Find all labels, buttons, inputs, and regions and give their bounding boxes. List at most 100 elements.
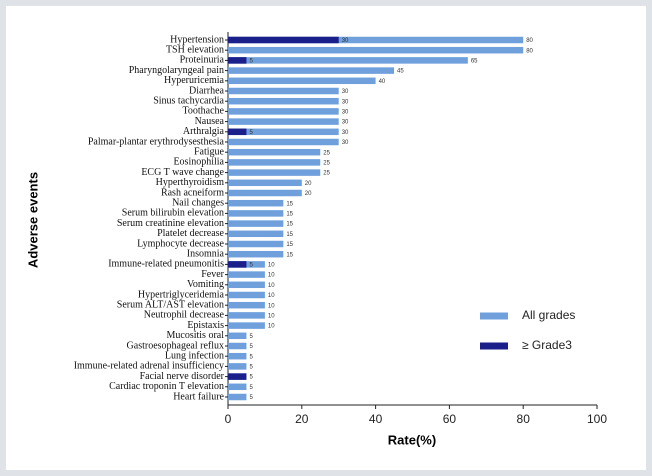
- value-label: 30: [342, 140, 349, 146]
- bar: [228, 46, 524, 54]
- legend-label: All grades: [522, 308, 575, 322]
- bar: [228, 189, 302, 197]
- bar: [228, 312, 265, 319]
- value-label: 5: [249, 58, 253, 64]
- y-tick-label: Epistaxis: [187, 320, 224, 331]
- value-label: 30: [342, 109, 349, 115]
- bar: [228, 179, 302, 187]
- chart-background: [6, 6, 646, 470]
- value-label: 15: [286, 252, 293, 258]
- x-tick-label: 20: [295, 412, 309, 426]
- bar: [228, 57, 247, 64]
- value-label: 80: [526, 48, 533, 54]
- bar: [228, 342, 247, 350]
- bar: [228, 261, 247, 268]
- bar: [228, 108, 339, 115]
- y-tick-label: TSH elevation: [166, 44, 224, 55]
- legend-label: ≥ Grade3: [522, 338, 572, 352]
- y-tick-label: Proteinuria: [180, 55, 225, 66]
- value-label: 20: [305, 181, 312, 187]
- bar: [228, 118, 339, 125]
- y-tick-label: Hyperuricemia: [164, 75, 225, 86]
- value-label: 25: [323, 160, 330, 166]
- y-tick-label: Vomiting: [187, 279, 224, 290]
- bar: [228, 352, 247, 360]
- bar: [228, 291, 265, 299]
- y-tick-label: Hypertriglyceridemia: [138, 289, 225, 300]
- y-tick-label: Cardiac troponin T elevation: [109, 381, 224, 392]
- y-tick-label: Arthralgia: [183, 126, 225, 137]
- value-label: 10: [268, 313, 275, 319]
- y-tick-label: Hypertension: [170, 34, 224, 45]
- y-tick-label: Facial nerve disorder: [140, 371, 225, 382]
- x-axis-label: Rate(%): [388, 432, 436, 447]
- bar: [228, 322, 265, 329]
- value-label: 15: [286, 211, 293, 217]
- bar: [228, 57, 468, 64]
- bar: [228, 271, 265, 278]
- value-label: 30: [342, 38, 349, 44]
- y-tick-label: Palmar-plantar erythrodysesthesia: [88, 136, 225, 147]
- y-tick-label: Nausea: [195, 116, 225, 127]
- y-tick-label: Serum ALT/AST elevation: [117, 299, 224, 310]
- legend-swatch: [480, 342, 508, 350]
- value-label: 15: [286, 232, 293, 238]
- value-label: 30: [342, 99, 349, 105]
- value-label: 30: [342, 120, 349, 126]
- y-tick-label: Fever: [201, 269, 224, 280]
- value-label: 65: [471, 58, 478, 64]
- bar: [228, 210, 284, 217]
- y-tick-label: Hyperthyroidism: [156, 177, 225, 188]
- value-label: 5: [249, 262, 253, 268]
- y-tick-label: Lung infection: [165, 350, 224, 361]
- value-label: 5: [249, 364, 253, 370]
- y-tick-label: Fatigue: [194, 146, 225, 157]
- y-tick-label: Eosinophilia: [173, 157, 224, 168]
- bar: [228, 332, 247, 340]
- bar: [228, 220, 284, 227]
- bar: [228, 97, 339, 105]
- x-tick-label: 80: [517, 412, 531, 426]
- bar: [228, 159, 321, 166]
- value-label: 5: [249, 395, 253, 401]
- bar: [228, 87, 339, 95]
- value-label: 5: [249, 354, 253, 360]
- legend-swatch: [480, 312, 508, 320]
- value-label: 30: [342, 89, 349, 95]
- y-tick-label: Toothache: [182, 106, 224, 117]
- y-tick-label: Gastroesophageal reflux: [127, 340, 224, 351]
- y-tick-label: Lymphocyte decrease: [137, 238, 224, 249]
- bar: [228, 373, 247, 380]
- bar: [228, 77, 376, 85]
- y-tick-label: Immune-related adrenal insufficiency: [74, 361, 224, 372]
- y-tick-label: Diarrhea: [189, 85, 225, 96]
- y-tick-label: ECG T wave change: [141, 167, 224, 178]
- value-label: 5: [249, 130, 253, 136]
- value-label: 15: [286, 242, 293, 248]
- value-label: 10: [268, 293, 275, 299]
- value-label: 5: [249, 334, 253, 340]
- value-label: 10: [268, 324, 275, 330]
- y-tick-label: Immune-related pneumonitis: [108, 259, 224, 270]
- bar: [228, 36, 339, 44]
- y-tick-label: Serum creatinine elevation: [117, 218, 224, 229]
- y-tick-label: Platelet decrease: [157, 228, 224, 239]
- bar: [228, 393, 247, 401]
- y-tick-label: Sinus tachycardia: [153, 95, 224, 106]
- y-tick-label: Rash acneiform: [161, 187, 224, 198]
- value-label: 15: [286, 222, 293, 228]
- bar: [228, 169, 321, 176]
- bar: [228, 67, 395, 74]
- value-label: 10: [268, 262, 275, 268]
- bar: [228, 250, 284, 258]
- bar: [228, 301, 265, 309]
- y-tick-label: Heart failure: [173, 391, 224, 402]
- y-tick-label: Serum bilirubin elevation: [122, 208, 224, 219]
- value-label: 10: [268, 273, 275, 279]
- bar: [228, 128, 247, 136]
- bar: [228, 138, 339, 146]
- bar: [228, 36, 524, 44]
- value-label: 10: [268, 283, 275, 289]
- value-label: 10: [268, 303, 275, 309]
